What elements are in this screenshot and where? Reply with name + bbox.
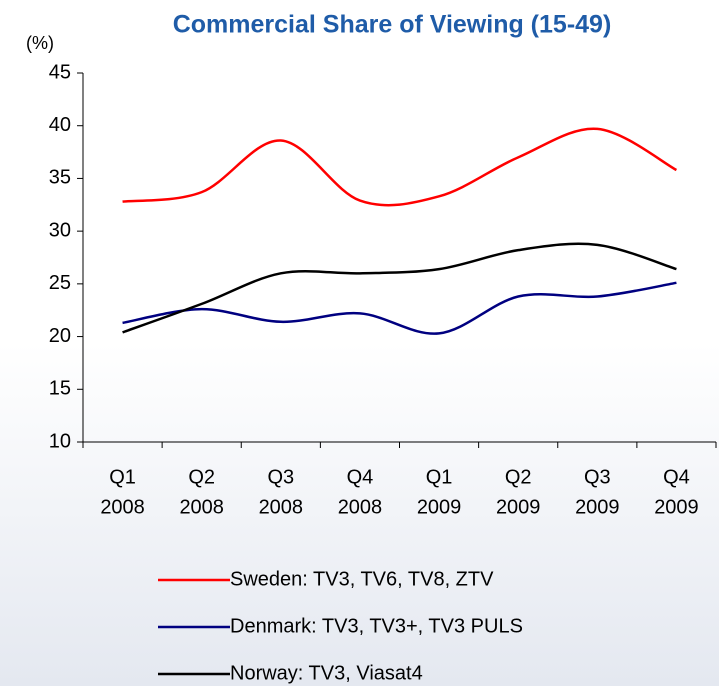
x-tick-label: 2008 [100,496,145,518]
x-tick-label: 2008 [179,496,224,518]
series-line [122,242,677,334]
chart-title: Commercial Share of Viewing (15-49) [173,11,612,39]
y-tick-label: 40 [49,114,71,136]
legend-label: Norway: TV3, Viasat4 [230,662,423,684]
series-line [122,281,677,335]
x-tick-label: Q3 [267,466,294,488]
x-tick-label: Q3 [584,466,611,488]
x-tick-label: Q1 [426,466,453,488]
y-axis-label: (%) [26,33,54,53]
x-tick-label: 2008 [259,496,304,518]
x-tick-label: 2009 [417,496,462,518]
x-tick-label: Q4 [663,466,690,488]
y-tick-label: 30 [49,219,71,241]
x-tick-label: Q2 [505,466,532,488]
x-tick-label: Q2 [188,466,215,488]
y-tick-label: 15 [49,378,71,400]
legend-label: Sweden: TV3, TV6, TV8, ZTV [230,568,494,590]
y-tick-label: 35 [49,167,71,189]
y-tick-label: 45 [49,61,71,83]
legend-label: Denmark: TV3, TV3+, TV3 PULS [230,615,523,637]
x-tick-label: Q1 [109,466,136,488]
x-tick-label: Q4 [347,466,374,488]
y-tick-label: 10 [49,430,71,452]
y-tick-label: 20 [49,325,71,347]
x-tick-label: 2008 [338,496,383,518]
x-tick-label: 2009 [496,496,541,518]
x-tick-label: 2009 [575,496,620,518]
x-tick-label: 2009 [654,496,699,518]
series-line [122,127,678,207]
y-tick-label: 25 [49,272,71,294]
